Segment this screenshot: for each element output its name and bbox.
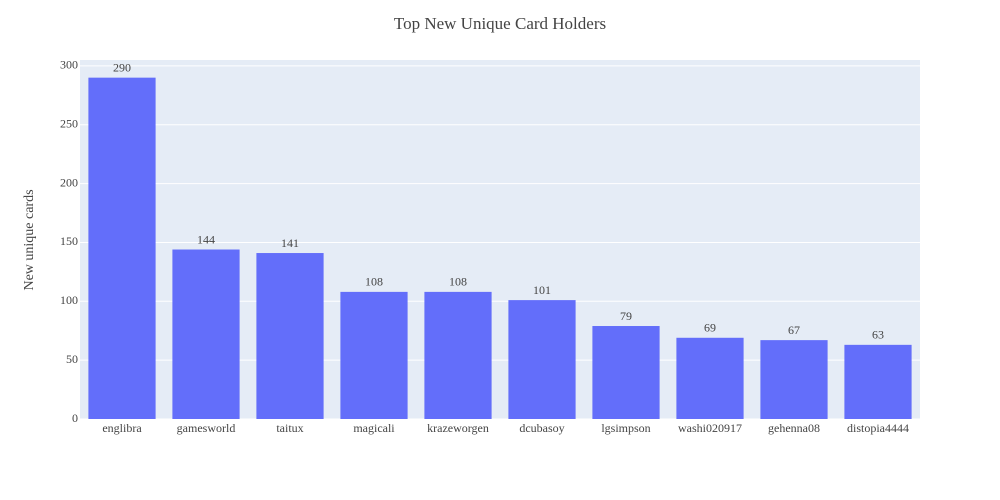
x-tick-label: distopia4444 [847, 421, 909, 435]
y-axis-label: New unique cards [22, 189, 37, 290]
x-tick-label: gehenna08 [768, 421, 820, 435]
y-tick-label: 300 [60, 58, 78, 72]
bar [424, 291, 492, 419]
data-label: 101 [533, 283, 551, 297]
bar [172, 249, 240, 419]
y-tick-label: 100 [60, 293, 78, 307]
y-tick-label: 0 [72, 411, 78, 425]
data-label: 79 [620, 309, 632, 323]
data-label: 67 [788, 323, 800, 337]
data-label: 108 [449, 275, 467, 289]
data-label: 290 [113, 60, 131, 74]
y-tick-label: 50 [66, 352, 78, 366]
x-tick-label: krazeworgen [427, 421, 489, 435]
data-label: 108 [365, 275, 383, 289]
bar [676, 337, 744, 419]
bar [844, 344, 912, 419]
x-tick-label: dcubasoy [519, 421, 564, 435]
x-tick-label: lgsimpson [601, 421, 650, 435]
data-label: 63 [872, 328, 884, 342]
data-label: 69 [704, 321, 716, 335]
x-tick-label: gamesworld [177, 421, 236, 435]
x-tick-label: magicali [353, 421, 395, 435]
bar [256, 253, 324, 419]
x-tick-label: taitux [276, 421, 303, 435]
y-tick-label: 250 [60, 116, 78, 130]
x-tick-label: washi020917 [678, 421, 742, 435]
y-tick-label: 150 [60, 234, 78, 248]
chart-title: Top New Unique Card Holders [394, 14, 606, 33]
bar [592, 326, 660, 419]
bar [760, 340, 828, 419]
bar [88, 77, 156, 420]
y-tick-label: 200 [60, 175, 78, 189]
bar [340, 291, 408, 419]
bar [508, 300, 576, 419]
x-tick-label: englibra [102, 421, 142, 435]
data-label: 144 [197, 232, 215, 246]
data-label: 141 [281, 236, 299, 250]
